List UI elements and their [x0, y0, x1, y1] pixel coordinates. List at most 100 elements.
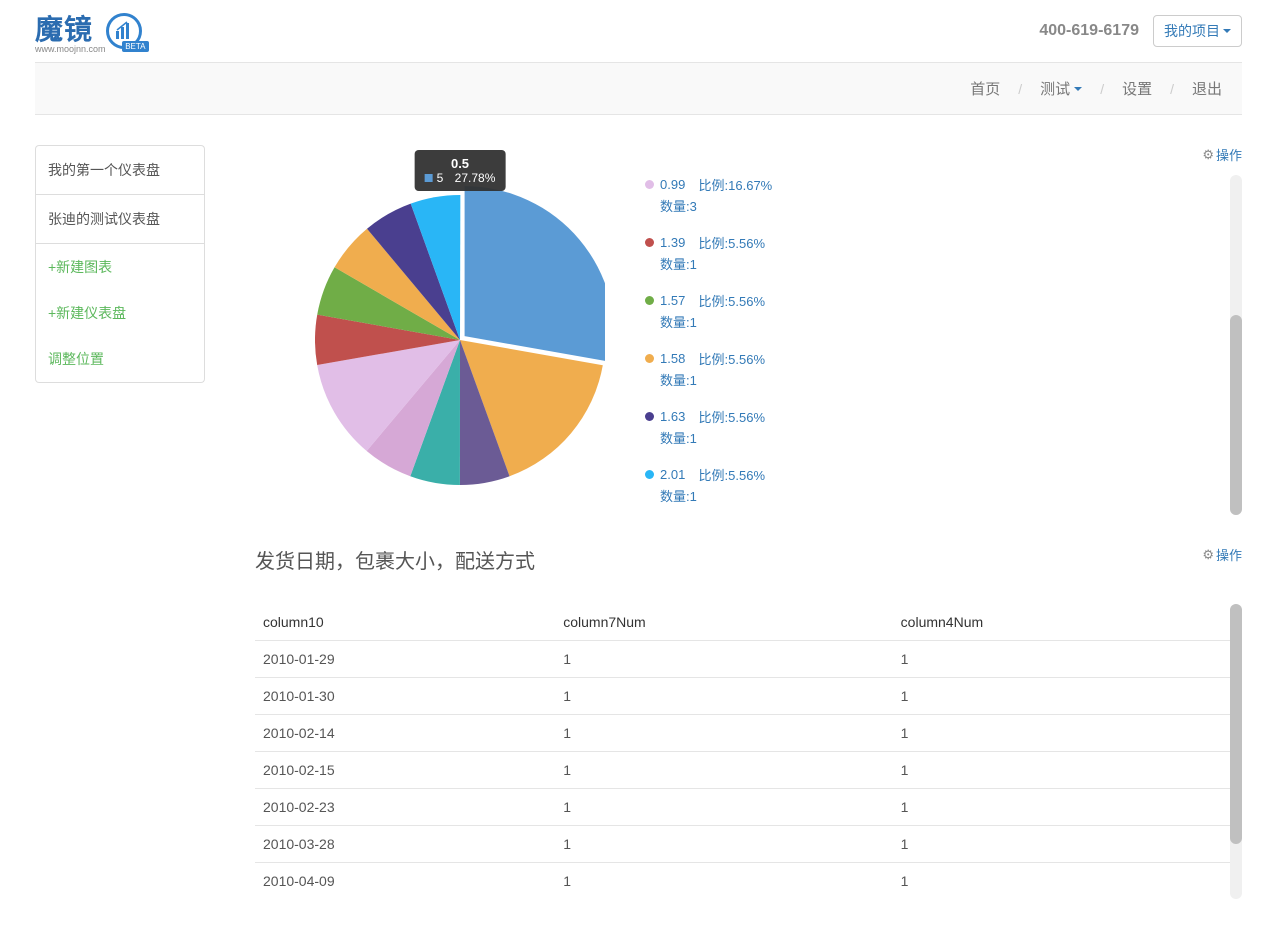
pie-tooltip: 0.5 5 27.78% [415, 150, 506, 191]
nav-home[interactable]: 首页 [970, 78, 1000, 99]
sidebar-actions: +新建图表 +新建仪表盘 调整位置 [35, 244, 205, 383]
legend-ratio: 比例:5.56% [691, 407, 765, 426]
logo-subtext: www.moojnn.com [35, 44, 106, 54]
legend-count: 数量:1 [660, 486, 1190, 505]
legend-dot [645, 412, 654, 421]
tooltip-dot [425, 174, 433, 182]
legend-dot [645, 354, 654, 363]
table-cell: 1 [555, 752, 892, 789]
table-cell: 1 [555, 715, 892, 752]
table-cell: 2010-02-23 [255, 789, 555, 826]
logo-text: 魔镜 [35, 14, 93, 45]
table-cell: 1 [893, 752, 1230, 789]
scrollbar-thumb[interactable] [1230, 315, 1242, 515]
adjust-position-button[interactable]: 调整位置 [36, 336, 204, 382]
legend-value: 1.58 [660, 351, 685, 366]
new-chart-button[interactable]: +新建图表 [36, 244, 204, 290]
legend-value: 1.57 [660, 293, 685, 308]
legend-count: 数量:1 [660, 254, 1190, 273]
legend-item[interactable]: 1.58 比例:5.56% 数量:1 [645, 349, 1190, 389]
table-row[interactable]: 2010-03-2811 [255, 826, 1230, 863]
tooltip-percent: 27.78% [455, 171, 496, 185]
table-scrollbar[interactable] [1230, 604, 1242, 899]
legend-ratio: 比例:5.56% [691, 233, 765, 252]
main-content: 我的第一个仪表盘 张迪的测试仪表盘 +新建图表 +新建仪表盘 调整位置 ⚙ 操作… [0, 115, 1277, 929]
caret-down-icon [1223, 29, 1231, 33]
table-panel: ⚙ 操作 发货日期，包裹大小，配送方式 column10column7Numco… [255, 545, 1242, 899]
legend-item[interactable]: 1.39 比例:5.56%数量:1 [645, 233, 1190, 273]
legend-count: 数量:3 [660, 196, 1190, 215]
table-row[interactable]: 2010-02-2311 [255, 789, 1230, 826]
table-cell: 1 [893, 678, 1230, 715]
chart-area: 0.5 5 27.78% 0.99 比例:16.67%数量:31.39 比例:5… [255, 145, 1242, 515]
table-wrap: column10column7Numcolumn4Num 2010-01-291… [255, 604, 1242, 899]
legend-ratio: 比例:16.67% [691, 175, 772, 194]
table-cell: 2010-01-30 [255, 678, 555, 715]
sidebar-tab-dashboard2[interactable]: 张迪的测试仪表盘 [35, 194, 205, 244]
legend-item[interactable]: 2.01 比例:5.56% 数量:1 [645, 465, 1190, 505]
legend-dot [645, 470, 654, 479]
new-dashboard-button[interactable]: +新建仪表盘 [36, 290, 204, 336]
legend-count: 数量:1 [660, 428, 1190, 447]
table-cell: 2010-02-14 [255, 715, 555, 752]
table-body: 2010-01-29112010-01-30112010-02-14112010… [255, 641, 1230, 900]
pie-container: 0.5 5 27.78% [315, 145, 605, 495]
legend-dot [645, 296, 654, 305]
gear-icon: ⚙ [1202, 547, 1214, 563]
nav-separator: / [1170, 81, 1174, 97]
table-column-header[interactable]: column7Num [555, 604, 892, 641]
legend-scrollbar[interactable] [1230, 175, 1242, 515]
table-column-header[interactable]: column4Num [893, 604, 1230, 641]
logo[interactable]: 魔镜 www.moojnn.com BETA [35, 8, 142, 54]
legend-item[interactable]: 0.99 比例:16.67% 数量:3 [645, 175, 1190, 215]
project-button-label: 我的项目 [1164, 21, 1220, 41]
table-cell: 1 [555, 641, 892, 678]
legend-ratio: 比例:5.56% [691, 465, 765, 484]
table-cell: 1 [893, 715, 1230, 752]
content-area: ⚙ 操作 0.5 5 27.78% 0.99 [255, 115, 1242, 899]
nav-settings[interactable]: 设置 [1122, 78, 1152, 99]
table-row[interactable]: 2010-04-0911 [255, 863, 1230, 900]
legend-count: 数量:1 [660, 370, 1190, 389]
table-column-header[interactable]: column10 [255, 604, 555, 641]
nav-bar: 首页 / 测试 / 设置 / 退出 [35, 62, 1242, 115]
table-cell: 1 [555, 826, 892, 863]
table-cell: 1 [555, 789, 892, 826]
legend-ratio: 比例:5.56% [691, 291, 765, 310]
legend-dot [645, 180, 654, 189]
table-row[interactable]: 2010-02-1511 [255, 752, 1230, 789]
table-operation-link[interactable]: ⚙ 操作 [1202, 545, 1242, 564]
table-cell: 1 [555, 863, 892, 900]
table-row[interactable]: 2010-01-2911 [255, 641, 1230, 678]
nav-logout[interactable]: 退出 [1192, 78, 1222, 99]
tooltip-title: 0.5 [425, 156, 496, 171]
table-cell: 2010-01-29 [255, 641, 555, 678]
legend-value: 2.01 [660, 467, 685, 482]
pie-legend: 0.99 比例:16.67%数量:31.39 比例:5.56%数量:11.57 … [645, 175, 1190, 505]
nav-test[interactable]: 测试 [1040, 78, 1082, 99]
table-cell: 1 [893, 826, 1230, 863]
legend-item[interactable]: 1.57 比例:5.56%数量:1 [645, 291, 1190, 331]
tooltip-series: 5 [437, 171, 444, 185]
top-right: 400-619-6179 我的项目 [1039, 15, 1242, 47]
my-project-button[interactable]: 我的项目 [1153, 15, 1242, 47]
nav-separator: / [1100, 81, 1104, 97]
table-cell: 1 [893, 789, 1230, 826]
legend-item[interactable]: 1.63 比例:5.56%数量:1 [645, 407, 1190, 447]
pie-chart[interactable] [315, 145, 605, 495]
table-cell: 2010-03-28 [255, 826, 555, 863]
legend-ratio: 比例:5.56% [691, 349, 765, 368]
scrollbar-thumb[interactable] [1230, 604, 1242, 844]
pie-slice[interactable] [465, 186, 605, 362]
table-row[interactable]: 2010-02-1411 [255, 715, 1230, 752]
caret-down-icon [1074, 87, 1082, 91]
table-cell: 2010-04-09 [255, 863, 555, 900]
table-row[interactable]: 2010-01-3011 [255, 678, 1230, 715]
legend-dot [645, 238, 654, 247]
sidebar-tab-dashboard1[interactable]: 我的第一个仪表盘 [35, 145, 205, 194]
table-cell: 1 [893, 641, 1230, 678]
phone-number: 400-619-6179 [1039, 22, 1139, 40]
operation-label: 操作 [1216, 545, 1242, 564]
legend-value: 0.99 [660, 177, 685, 192]
table-title: 发货日期，包裹大小，配送方式 [255, 545, 1242, 574]
